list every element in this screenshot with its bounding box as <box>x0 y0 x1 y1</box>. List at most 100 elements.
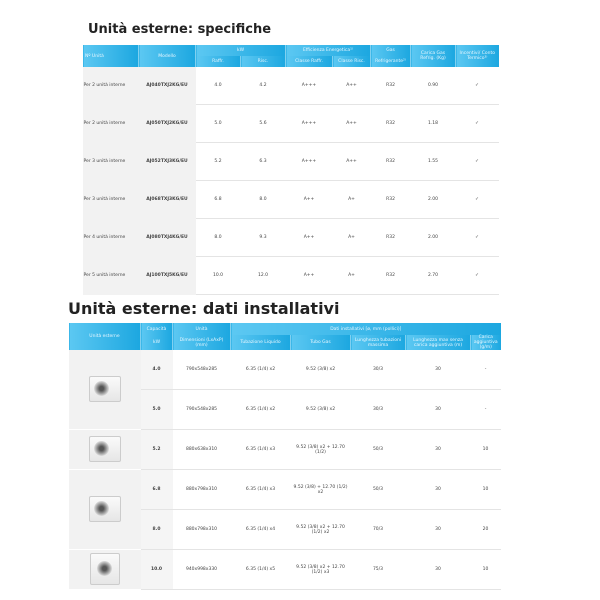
cell-units: Per 4 unità interne <box>82 218 139 257</box>
cell-liquid-pipe: 6.35 (1/4) x3 <box>230 429 291 470</box>
outdoor-unit-image <box>68 350 141 430</box>
cell-kw-heat: 6.3 <box>240 142 286 181</box>
cell-kw-cool: 5.2 <box>195 142 241 181</box>
cell-incentive: ✓ <box>455 218 499 257</box>
fan-icon <box>93 440 109 456</box>
cell-gas: R32 <box>370 180 411 219</box>
cell-dimensions: 940x998x330 <box>172 549 231 590</box>
header-incentives: Incentivi/ Conto Termico³⁾ <box>455 45 499 67</box>
header-gas: Gas <box>370 45 411 56</box>
cell-gas: R32 <box>370 104 411 143</box>
cell-dimensions: 790x548x285 <box>172 350 231 390</box>
cell-max-length: 50/3 <box>350 429 406 470</box>
cell-eff-cool: A++ <box>285 180 333 219</box>
header-model: Modello <box>138 45 196 67</box>
cell-eff-heat: A+ <box>332 218 371 257</box>
cell-charge: 2.00 <box>410 180 456 219</box>
cell-capacity: 6.8 <box>140 469 173 510</box>
header-capacity: Capacità <box>140 323 173 335</box>
table-row: Per 3 unità interne AJ068TXJ3KG/EU 6.8 8.0 A… <box>82 180 499 219</box>
cell-liquid-pipe: 6.35 (1/4) x2 <box>230 389 291 430</box>
section-title-specs: Unità esterne: specifiche <box>88 22 272 37</box>
cell-eff-heat: A++ <box>332 104 371 143</box>
table-row: 5.0 790x548x285 6.35 (1/4) x2 9.52 (3/8) x2… <box>69 389 501 430</box>
cell-units: Per 5 unità interne <box>82 256 139 295</box>
cell-max-length: 30/3 <box>350 350 406 390</box>
fan-icon <box>93 380 109 396</box>
cell-dimensions: 880x798x310 <box>172 469 231 510</box>
table-row: Per 5 unità interne AJ100TXJ5KG/EU 10.0 12.… <box>82 256 499 295</box>
header-eff-heat: Classe Risc. <box>331 56 371 67</box>
cell-kw-heat: 5.6 <box>240 104 286 143</box>
outdoor-unit-icon <box>88 375 121 402</box>
header-gas-pipe: Tubo Gas <box>290 335 351 350</box>
outdoor-unit-icon <box>89 552 120 585</box>
cell-kw-heat: 9.3 <box>240 218 286 257</box>
outdoor-unit-image <box>68 469 141 550</box>
cell-eff-heat: A+ <box>332 256 371 295</box>
cell-max-length: 50/3 <box>350 469 406 510</box>
header-length-no-charge: Lunghezza max senza carica aggiuntiva (m… <box>405 335 471 350</box>
header-kw-cool: Raffr. <box>195 56 241 67</box>
cell-extra-charge: - <box>470 389 501 430</box>
install-table: Unità esterne Capacità Unità Dati instal… <box>68 323 501 590</box>
fan-icon <box>93 500 109 516</box>
outdoor-unit-image <box>68 429 141 470</box>
cell-kw-cool: 8.0 <box>195 218 241 257</box>
cell-liquid-pipe: 6.35 (1/4) x3 <box>230 469 291 510</box>
table-row: 5.2 880x638x310 6.35 (1/4) x3 9.52 (3/8) x2… <box>68 429 501 470</box>
specs-table: Nº Unità Modello kW Efficienza Energetic… <box>82 45 499 295</box>
cell-max-length: 75/3 <box>350 549 406 590</box>
cell-gas: R32 <box>370 67 411 105</box>
cell-length-no-charge: 30 <box>405 549 471 590</box>
cell-incentive: ✓ <box>455 67 499 105</box>
cell-capacity: 8.0 <box>140 509 173 550</box>
cell-liquid-pipe: 6.35 (1/4) x5 <box>230 549 291 590</box>
table-row: Per 4 unità interne AJ080TXJ4KG/EU 8.0 9.3 A… <box>82 218 499 257</box>
cell-eff-heat: A+ <box>332 180 371 219</box>
cell-gas: R32 <box>370 142 411 181</box>
cell-gas-pipe: 9.52 (3/8) x2 + 12.70 (1/2) <box>290 429 351 470</box>
cell-capacity: 10.0 <box>140 549 173 590</box>
cell-extra-charge: - <box>470 350 501 390</box>
cell-capacity: 5.2 <box>140 429 173 470</box>
cell-capacity: 5.0 <box>140 389 173 430</box>
cell-incentive: ✓ <box>455 104 499 143</box>
cell-charge: 2.70 <box>410 256 456 295</box>
outdoor-unit-image <box>68 549 141 590</box>
header-extra-charge: Carica aggiuntiva (g/m) <box>469 335 501 350</box>
cell-gas: R32 <box>370 218 411 257</box>
cell-kw-heat: 4.2 <box>240 67 286 105</box>
cell-units: Per 2 unità interne <box>82 67 139 105</box>
header-outdoor: Unità esterne <box>68 323 141 350</box>
cell-dimensions: 790x548x285 <box>172 389 231 430</box>
cell-length-no-charge: 30 <box>405 469 471 510</box>
header-max-length: Lunghezza tubazioni massima <box>350 335 406 350</box>
cell-eff-cool: A++ <box>285 218 333 257</box>
table-row: 10.0 940x998x330 6.35 (1/4) x5 9.52 (3/8) x… <box>68 549 501 590</box>
cell-extra-charge: 10 <box>470 429 501 470</box>
cell-length-no-charge: 30 <box>405 350 471 390</box>
table-row: 4.0 790x548x285 6.35 (1/4) x2 9.52 (3/8) x2… <box>68 350 501 430</box>
cell-model: AJ080TXJ4KG/EU <box>138 218 196 257</box>
cell-incentive: ✓ <box>455 180 499 219</box>
cell-dimensions: 880x798x310 <box>172 509 231 550</box>
cell-kw-cool: 5.0 <box>195 104 241 143</box>
cell-kw-cool: 4.0 <box>195 67 241 105</box>
cell-eff-cool: A+++ <box>285 104 333 143</box>
cell-model: AJ040TXJ2KG/EU <box>138 67 196 105</box>
cell-gas-pipe: 9.52 (3/8) x2 + 12.70 (1/2) x3 <box>290 549 351 590</box>
cell-incentive: ✓ <box>455 256 499 295</box>
cell-eff-heat: A++ <box>332 67 371 105</box>
header-kw-heat: Risc. <box>240 56 286 67</box>
cell-eff-cool: A++ <box>285 256 333 295</box>
cell-eff-cool: A+++ <box>285 67 333 105</box>
cell-gas-pipe: 9.52 (3/8) x2 <box>290 350 351 390</box>
cell-kw-heat: 8.0 <box>240 180 286 219</box>
fan-icon <box>96 560 112 576</box>
cell-incentive: ✓ <box>455 142 499 181</box>
cell-length-no-charge: 30 <box>405 389 471 430</box>
table-row: 8.0 880x798x310 6.35 (1/4) x4 9.52 (3/8) x2… <box>69 509 501 550</box>
cell-model: AJ050TXJ2KG/EU <box>138 104 196 143</box>
cell-units: Per 3 unità interne <box>82 180 139 219</box>
